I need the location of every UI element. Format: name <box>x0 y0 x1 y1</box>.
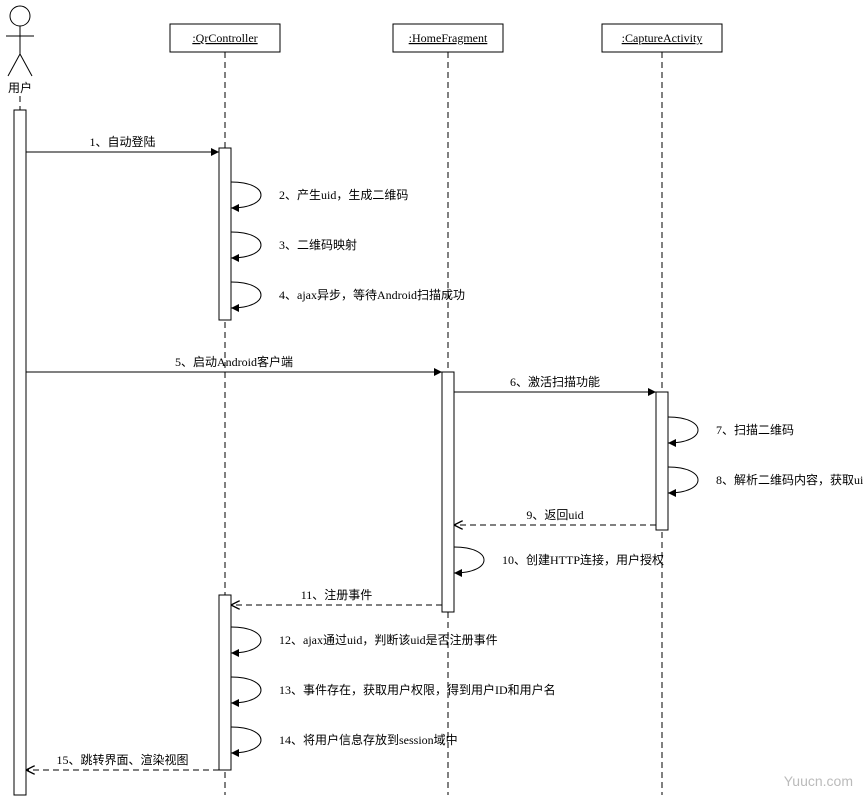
self-message <box>231 232 261 258</box>
message-label: 1、自动登陆 <box>89 134 155 149</box>
sequence-diagram: 用户 :QrController :HomeFragment :CaptureActi… <box>0 0 863 799</box>
activation-bar <box>14 110 26 795</box>
self-message <box>231 677 261 703</box>
self-message <box>231 627 261 653</box>
watermark: Yuucn.com <box>784 773 853 789</box>
self-message <box>231 727 261 753</box>
activation-bar <box>219 148 231 320</box>
message-label: 10、创建HTTP连接，用户授权 <box>502 552 664 567</box>
self-message <box>668 417 698 443</box>
message-label: 7、扫描二维码 <box>716 423 794 437</box>
self-message <box>231 282 261 308</box>
participant-label: :QrController <box>192 31 257 45</box>
message-label: 12、ajax通过uid，判断该uid是否注册事件 <box>279 632 498 647</box>
message-label: 15、跳转界面、渲染视图 <box>56 752 188 767</box>
message-label: 2、产生uid，生成二维码 <box>279 188 408 202</box>
actor-head <box>10 6 30 26</box>
message-label: 6、激活扫描功能 <box>510 375 600 389</box>
message-label: 4、ajax异步，等待Android扫描成功 <box>279 288 465 302</box>
message-label: 3、二维码映射 <box>279 237 357 252</box>
message-label: 13、事件存在，获取用户权限，得到用户ID和用户名 <box>279 682 556 697</box>
self-message <box>231 182 261 208</box>
actor-label: 用户 <box>8 80 32 95</box>
activation-bar <box>219 595 231 770</box>
message-label: 14、将用户信息存放到session域中 <box>279 732 458 747</box>
activation-bar <box>442 372 454 612</box>
message-label: 11、注册事件 <box>301 587 373 602</box>
self-message <box>668 467 698 493</box>
activation-bar <box>656 392 668 530</box>
message-label: 9、返回uid <box>526 508 583 522</box>
message-label: 8、解析二维码内容，获取uid <box>716 472 863 487</box>
participant-label: :CaptureActivity <box>622 31 703 45</box>
message-label: 5、启动Android客户端 <box>175 354 293 369</box>
participant-label: :HomeFragment <box>409 31 488 45</box>
self-message <box>454 547 484 573</box>
